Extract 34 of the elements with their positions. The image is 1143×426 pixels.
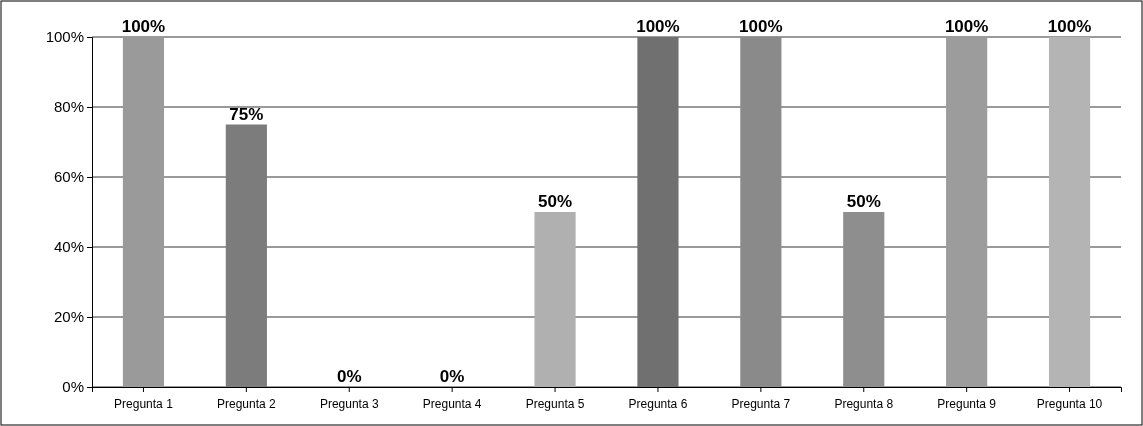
data-label: 100%	[944, 17, 989, 36]
x-tick-label: Pregunta 2	[216, 397, 277, 412]
data-label: 50%	[538, 192, 573, 211]
bar	[740, 37, 782, 387]
data-label: 50%	[846, 192, 881, 211]
y-tick-label: 60%	[53, 168, 84, 186]
bar	[225, 124, 267, 387]
x-tick-label: Pregunta 5	[525, 397, 585, 412]
x-tick-label: Pregunta 9	[937, 397, 997, 412]
y-tick-label: 40%	[53, 238, 84, 256]
data-label: 100%	[636, 17, 680, 36]
data-label: 0%	[336, 367, 362, 386]
bar	[122, 37, 165, 387]
x-tick-label: Pregunta 6	[628, 397, 688, 412]
x-tick-label: Pregunta 1	[114, 397, 174, 412]
data-label: 75%	[229, 104, 264, 124]
y-tick-label: 100%	[45, 28, 84, 46]
x-tick-label: Pregunta 8	[834, 397, 894, 412]
x-tick-label: Pregunta 3	[319, 397, 379, 412]
bar	[1048, 37, 1091, 387]
data-label: 0%	[439, 367, 465, 386]
bar	[534, 212, 576, 387]
y-tick-label: 0%	[62, 378, 84, 396]
y-tick-label: 20%	[53, 308, 84, 326]
bar	[637, 37, 679, 387]
x-tick-label: Pregunta 7	[731, 397, 791, 412]
x-tick-label: Pregunta 10	[1036, 397, 1103, 412]
y-tick-label: 80%	[53, 98, 84, 116]
data-label: 100%	[739, 17, 783, 36]
bar	[946, 37, 988, 387]
x-tick-label: Pregunta 4	[422, 397, 482, 412]
bar	[843, 212, 885, 387]
data-label: 100%	[121, 17, 166, 36]
data-label: 100%	[1047, 17, 1092, 36]
